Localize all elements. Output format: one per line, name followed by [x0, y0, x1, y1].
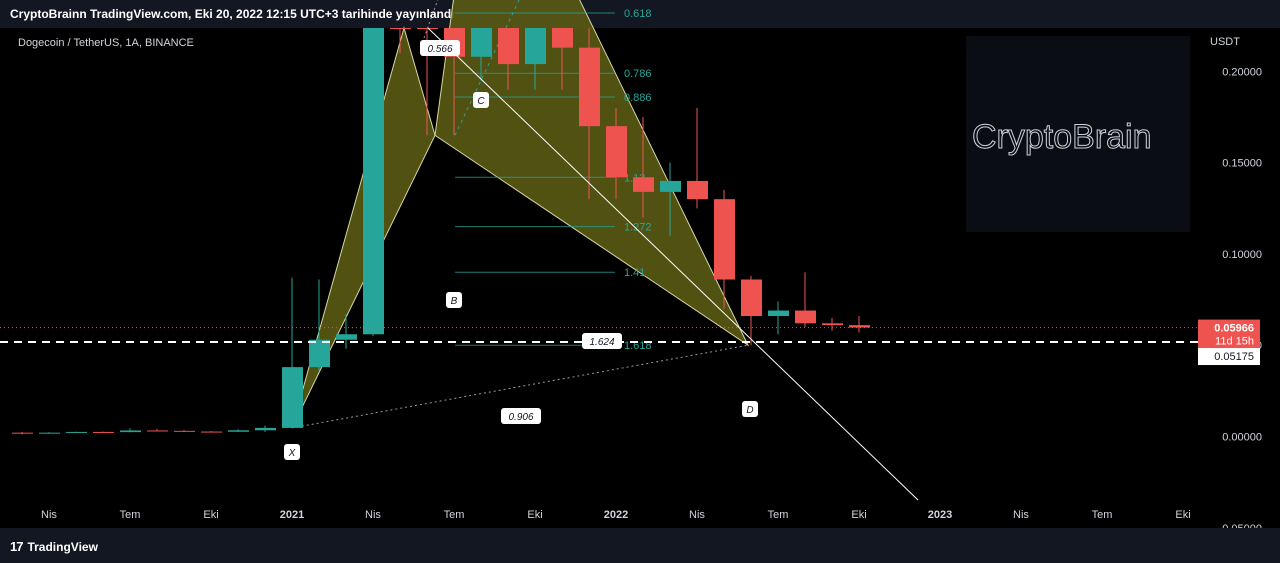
candle-countdown: 11d 15h [1215, 336, 1254, 348]
candle-body[interactable] [93, 431, 114, 433]
candle-body[interactable] [282, 367, 303, 428]
ratio-label-xd: 0.906 [508, 412, 533, 423]
time-tick-label: 2022 [604, 509, 628, 521]
candle-body[interactable] [66, 431, 87, 433]
fib-level-label: 0.618 [624, 8, 652, 20]
time-tick-label: Tem [768, 509, 789, 521]
time-tick-label: Tem [1092, 509, 1113, 521]
candle-body[interactable] [849, 325, 870, 328]
point-label-x: X [288, 448, 296, 459]
candle-body[interactable] [471, 28, 492, 57]
time-tick-label: Nis [41, 509, 57, 521]
pattern-xd-ratio-line [291, 344, 749, 429]
point-label-d-box [742, 401, 758, 417]
pattern-labels: X B C D 0.566 1.624 0.906 [284, 40, 758, 460]
candle-body[interactable] [768, 310, 789, 317]
watermark: CryptoBrain [966, 36, 1190, 232]
candle-body[interactable] [147, 430, 168, 432]
price-axis[interactable]: 0.400000.350000.300000.250000.200000.150… [1198, 0, 1262, 528]
last-price-tag[interactable] [1198, 319, 1260, 350]
candle-body[interactable] [255, 427, 276, 431]
tradingview-logo-icon: 17 [10, 539, 24, 554]
ratio-label-ac-box [420, 40, 460, 56]
ratio-label-bd-box [582, 333, 622, 349]
price-axis-unit: USDT [1210, 36, 1240, 48]
price-tick-label: 0.15000 [1222, 158, 1262, 170]
time-tick-label: Eki [851, 509, 866, 521]
candle-body[interactable] [525, 28, 546, 65]
price-tick-label: −0.05000 [1216, 523, 1262, 528]
candle-body[interactable] [39, 432, 60, 434]
symbol-title: Dogecoin / TetherUS, 1A, BINANCE [18, 37, 194, 49]
fib-level-label: 0.886 [624, 92, 652, 104]
candle-body[interactable] [660, 180, 681, 192]
candle-body[interactable] [633, 177, 654, 192]
tradingview-logo[interactable]: 17 TradingView [10, 539, 98, 554]
time-tick-label: Nis [1013, 509, 1029, 521]
candle-body[interactable] [552, 28, 573, 48]
last-price-value: 0.05966 [1214, 323, 1254, 335]
candle-body[interactable] [606, 126, 627, 178]
price-chart[interactable]: Dogecoin / TetherUS, 1A, BINANCE USDT 00… [0, 0, 1280, 528]
candles[interactable] [12, 28, 870, 435]
fib-level-label: 1.272 [624, 222, 652, 234]
candle-body[interactable] [174, 430, 195, 432]
candle-body[interactable] [417, 28, 438, 29]
candle-body[interactable] [120, 430, 141, 433]
ratio-label-ac: 0.566 [427, 44, 452, 55]
trend-lines[interactable] [0, 27, 1198, 501]
candle-body[interactable] [741, 279, 762, 317]
pattern-bcd[interactable] [434, 0, 750, 347]
point-label-b-box [446, 292, 462, 308]
descending-trendline[interactable] [427, 27, 919, 501]
point-label-c-box [473, 92, 489, 108]
fib-level-label: 0.786 [624, 68, 652, 80]
candle-body[interactable] [822, 323, 843, 326]
price-axis-panel [1198, 28, 1280, 528]
time-tick-label: Nis [689, 509, 705, 521]
tradingview-wordmark: TradingView [27, 539, 98, 554]
time-tick-label: 2021 [280, 509, 304, 521]
fib-level-label: 1.41 [624, 267, 645, 279]
candle-body[interactable] [687, 180, 708, 200]
watermark-text: CryptoBrain [972, 118, 1152, 156]
candle-body[interactable] [714, 199, 735, 280]
time-tick-label: 2023 [928, 509, 952, 521]
price-tick-label: 0.00000 [1222, 432, 1262, 444]
point-label-b: B [451, 296, 458, 307]
candle-body[interactable] [201, 431, 222, 433]
candle-body[interactable] [579, 47, 600, 127]
point-label-x-box [284, 444, 300, 460]
candle-body[interactable] [795, 310, 816, 324]
time-tick-label: Eki [203, 509, 218, 521]
fib-level-label: 1.618 [624, 340, 652, 352]
candle-body[interactable] [363, 28, 384, 335]
price-tick-label: 0.20000 [1222, 66, 1262, 78]
publish-bar: CryptoBrainn TradingView.com, Eki 20, 20… [0, 0, 1280, 28]
dashed-level-value: 0.05175 [1214, 351, 1254, 363]
time-tick-label: Nis [365, 509, 381, 521]
point-label-d: D [746, 405, 753, 416]
footer-bar [0, 528, 1280, 563]
time-axis[interactable]: Nis Tem Eki 2021 Nis Tem Eki 2022 Nis Tem Eki 2023 N… [41, 509, 1191, 521]
time-tick-label: Tem [444, 509, 465, 521]
candle-body[interactable] [498, 28, 519, 65]
time-tick-label: Eki [527, 509, 542, 521]
ratio-label-xd-box [501, 408, 541, 424]
publish-info: CryptoBrainn TradingView.com, Eki 20, 20… [10, 7, 455, 21]
time-tick-label: Tem [120, 509, 141, 521]
dashed-level-tag[interactable] [1198, 348, 1260, 366]
time-tick-label: Eki [1175, 509, 1190, 521]
ratio-label-bd: 1.624 [589, 337, 614, 348]
candle-body[interactable] [228, 430, 249, 432]
point-label-c: C [477, 96, 485, 107]
candle-body[interactable] [309, 339, 330, 368]
watermark-panel [966, 36, 1190, 232]
price-tick-label: 0.10000 [1222, 249, 1262, 261]
candle-body[interactable] [390, 28, 411, 29]
candle-body[interactable] [12, 432, 33, 434]
candle-body[interactable] [336, 334, 357, 340]
